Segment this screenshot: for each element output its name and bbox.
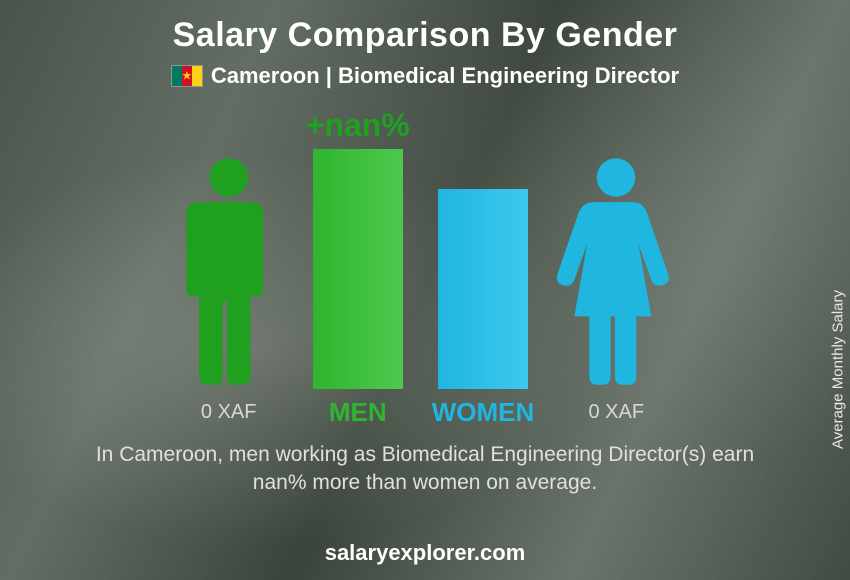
gender-chart: 0 XAF +nan% MEN WOMEN 0 XAF [0, 107, 850, 427]
female-figure-icon [556, 154, 676, 389]
female-figure-slot: 0 XAF [556, 107, 676, 427]
flag-star-icon: ★ [181, 68, 192, 82]
summary-text: In Cameroon, men working as Biomedical E… [0, 427, 850, 498]
male-label: MEN [329, 397, 387, 428]
male-bar-slot: +nan% MEN [306, 107, 410, 427]
male-figure-icon [174, 154, 284, 389]
male-figure-slot: 0 XAF [174, 107, 284, 427]
subtitle-text: Cameroon | Biomedical Engineering Direct… [211, 63, 679, 89]
subtitle-row: ★ Cameroon | Biomedical Engineering Dire… [0, 63, 850, 89]
page-title: Salary Comparison By Gender [0, 16, 850, 55]
site-credit: salaryexplorer.com [0, 540, 850, 566]
female-bar [438, 189, 528, 389]
male-value: 0 XAF [201, 401, 257, 424]
cameroon-flag-icon: ★ [171, 65, 203, 87]
y-axis-label: Average Monthly Salary [830, 290, 847, 449]
flag-stripe-3 [192, 66, 202, 86]
flag-stripe-1 [172, 66, 182, 86]
percent-diff-label: +nan% [306, 107, 410, 144]
male-bar [313, 149, 403, 389]
female-bar-slot: WOMEN [432, 107, 535, 427]
female-value: 0 XAF [588, 401, 644, 424]
female-label: WOMEN [432, 397, 535, 428]
